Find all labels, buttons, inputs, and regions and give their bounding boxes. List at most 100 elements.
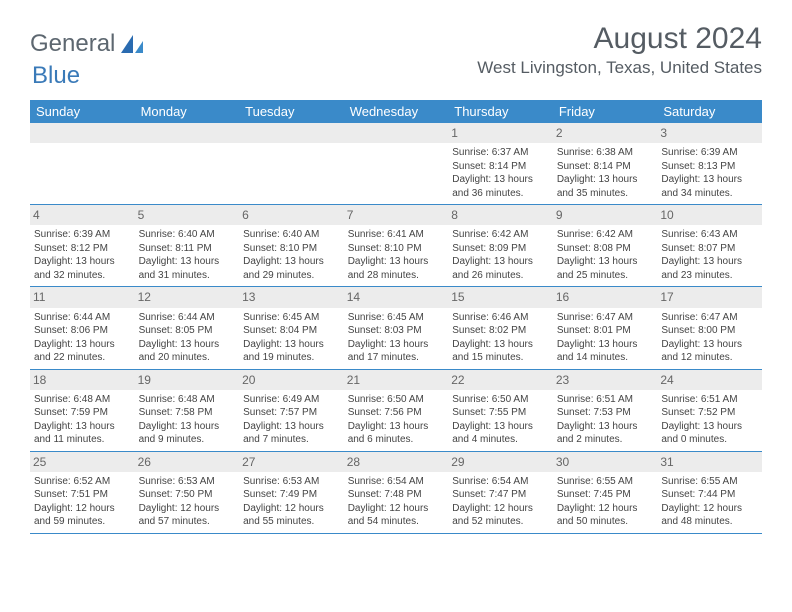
calendar-day-cell: 23 Sunrise: 6:51 AMSunset: 7:53 PMDayligh…	[553, 369, 658, 451]
day-details: Sunrise: 6:48 AMSunset: 7:58 PMDaylight:…	[139, 393, 236, 447]
day-details: Sunrise: 6:50 AMSunset: 7:55 PMDaylight:…	[452, 393, 549, 447]
calendar-day-cell: 20Sunrise: 6:49 AMSunset: 7:57 PMDayligh…	[239, 369, 344, 451]
logo-text-general: General	[30, 30, 115, 58]
calendar-day-cell: 10 Sunrise: 6:43 AMSunset: 8:07 PMDayligh…	[657, 205, 762, 287]
day-details: Sunrise: 6:44 AMSunset: 8:06 PMDaylight:…	[34, 311, 131, 365]
title-block: August 2024 West Livingston, Texas, Unit…	[477, 24, 762, 78]
calendar-body: 1Sunrise: 6:37 AMSunset: 8:14 PMDaylight…	[30, 123, 762, 533]
day-details: Sunrise: 6:41 AMSunset: 8:10 PMDaylight:…	[348, 228, 445, 282]
day-number: 6	[239, 205, 344, 225]
day-number	[135, 123, 240, 143]
day-number: 5	[135, 205, 240, 225]
day-details: Sunrise: 6:47 AMSunset: 8:01 PMDaylight:…	[557, 311, 654, 365]
day-number: 15	[448, 287, 553, 307]
day-number: 28	[344, 452, 449, 472]
day-number: 23	[553, 370, 658, 390]
day-number: 16	[553, 287, 658, 307]
calendar-week-row: 25Sunrise: 6:52 AMSunset: 7:51 PMDayligh…	[30, 451, 762, 533]
calendar-day-cell: 6 Sunrise: 6:40 AMSunset: 8:10 PMDaylight…	[239, 205, 344, 287]
day-number: 18	[30, 370, 135, 390]
day-details: Sunrise: 6:51 AMSunset: 7:52 PMDaylight:…	[661, 393, 758, 447]
calendar-week-row: 4 Sunrise: 6:39 AMSunset: 8:12 PMDaylight…	[30, 205, 762, 287]
day-number: 26	[135, 452, 240, 472]
day-details: Sunrise: 6:39 AMSunset: 8:12 PMDaylight:…	[34, 228, 131, 282]
day-details: Sunrise: 6:43 AMSunset: 8:07 PMDaylight:…	[661, 228, 758, 282]
calendar-day-cell: 26 Sunrise: 6:53 AMSunset: 7:50 PMDayligh…	[135, 451, 240, 533]
calendar-week-row: 18 Sunrise: 6:48 AMSunset: 7:59 PMDayligh…	[30, 369, 762, 451]
day-details: Sunrise: 6:50 AMSunset: 7:56 PMDaylight:…	[348, 393, 445, 447]
day-details: Sunrise: 6:53 AMSunset: 7:49 PMDaylight:…	[243, 475, 340, 529]
day-number: 1	[448, 123, 553, 143]
day-number: 8	[448, 205, 553, 225]
calendar-day-cell: 16 Sunrise: 6:47 AMSunset: 8:01 PMDayligh…	[553, 287, 658, 369]
day-number: 30	[553, 452, 658, 472]
col-wednesday: Wednesday	[344, 100, 449, 123]
day-details: Sunrise: 6:45 AMSunset: 8:04 PMDaylight:…	[243, 311, 340, 365]
day-number: 14	[344, 287, 449, 307]
calendar-day-cell: 3 Sunrise: 6:39 AMSunset: 8:13 PMDaylight…	[657, 123, 762, 205]
calendar-day-cell	[239, 123, 344, 205]
calendar-day-cell: 30Sunrise: 6:55 AMSunset: 7:45 PMDayligh…	[553, 451, 658, 533]
day-details: Sunrise: 6:49 AMSunset: 7:57 PMDaylight:…	[243, 393, 340, 447]
calendar-day-cell: 17 Sunrise: 6:47 AMSunset: 8:00 PMDayligh…	[657, 287, 762, 369]
calendar-day-cell: 11 Sunrise: 6:44 AMSunset: 8:06 PMDayligh…	[30, 287, 135, 369]
day-details: Sunrise: 6:53 AMSunset: 7:50 PMDaylight:…	[139, 475, 236, 529]
calendar-day-cell: 13Sunrise: 6:45 AMSunset: 8:04 PMDayligh…	[239, 287, 344, 369]
day-details: Sunrise: 6:47 AMSunset: 8:00 PMDaylight:…	[661, 311, 758, 365]
col-friday: Friday	[553, 100, 658, 123]
day-details: Sunrise: 6:40 AMSunset: 8:10 PMDaylight:…	[243, 228, 340, 282]
col-monday: Monday	[135, 100, 240, 123]
day-details: Sunrise: 6:42 AMSunset: 8:09 PMDaylight:…	[452, 228, 549, 282]
calendar-day-cell: 29 Sunrise: 6:54 AMSunset: 7:47 PMDayligh…	[448, 451, 553, 533]
calendar-week-row: 1Sunrise: 6:37 AMSunset: 8:14 PMDaylight…	[30, 123, 762, 205]
calendar-header-row: Sunday Monday Tuesday Wednesday Thursday…	[30, 100, 762, 123]
day-number: 17	[657, 287, 762, 307]
calendar-day-cell: 1Sunrise: 6:37 AMSunset: 8:14 PMDaylight…	[448, 123, 553, 205]
calendar-day-cell: 5 Sunrise: 6:40 AMSunset: 8:11 PMDaylight…	[135, 205, 240, 287]
day-details: Sunrise: 6:51 AMSunset: 7:53 PMDaylight:…	[557, 393, 654, 447]
day-number: 21	[344, 370, 449, 390]
sail-icon	[119, 33, 145, 55]
logo: General	[30, 30, 145, 58]
calendar-day-cell: 2 Sunrise: 6:38 AMSunset: 8:14 PMDaylight…	[553, 123, 658, 205]
calendar-day-cell: 24Sunrise: 6:51 AMSunset: 7:52 PMDayligh…	[657, 369, 762, 451]
calendar-day-cell	[135, 123, 240, 205]
day-number: 19	[135, 370, 240, 390]
calendar-day-cell: 28Sunrise: 6:54 AMSunset: 7:48 PMDayligh…	[344, 451, 449, 533]
calendar-week-row: 11 Sunrise: 6:44 AMSunset: 8:06 PMDayligh…	[30, 287, 762, 369]
calendar-day-cell: 22Sunrise: 6:50 AMSunset: 7:55 PMDayligh…	[448, 369, 553, 451]
calendar-day-cell	[344, 123, 449, 205]
day-number: 12	[135, 287, 240, 307]
day-details: Sunrise: 6:55 AMSunset: 7:44 PMDaylight:…	[661, 475, 758, 529]
calendar-day-cell: 15Sunrise: 6:46 AMSunset: 8:02 PMDayligh…	[448, 287, 553, 369]
day-number: 10	[657, 205, 762, 225]
day-details: Sunrise: 6:39 AMSunset: 8:13 PMDaylight:…	[661, 146, 758, 200]
day-number: 3	[657, 123, 762, 143]
day-number: 2	[553, 123, 658, 143]
calendar-day-cell: 12Sunrise: 6:44 AMSunset: 8:05 PMDayligh…	[135, 287, 240, 369]
day-number	[344, 123, 449, 143]
logo-text-blue: Blue	[32, 62, 80, 89]
day-details: Sunrise: 6:38 AMSunset: 8:14 PMDaylight:…	[557, 146, 654, 200]
calendar-day-cell: 4 Sunrise: 6:39 AMSunset: 8:12 PMDaylight…	[30, 205, 135, 287]
calendar-page: General August 2024 West Livingston, Tex…	[0, 0, 792, 550]
day-details: Sunrise: 6:48 AMSunset: 7:59 PMDaylight:…	[34, 393, 131, 447]
day-number: 29	[448, 452, 553, 472]
day-details: Sunrise: 6:42 AMSunset: 8:08 PMDaylight:…	[557, 228, 654, 282]
calendar-day-cell: 7Sunrise: 6:41 AMSunset: 8:10 PMDaylight…	[344, 205, 449, 287]
day-number: 25	[30, 452, 135, 472]
day-details: Sunrise: 6:54 AMSunset: 7:47 PMDaylight:…	[452, 475, 549, 529]
day-details: Sunrise: 6:40 AMSunset: 8:11 PMDaylight:…	[139, 228, 236, 282]
col-sunday: Sunday	[30, 100, 135, 123]
page-title: August 2024	[477, 24, 762, 54]
day-number: 11	[30, 287, 135, 307]
day-number: 27	[239, 452, 344, 472]
calendar-day-cell: 21 Sunrise: 6:50 AMSunset: 7:56 PMDayligh…	[344, 369, 449, 451]
day-number	[30, 123, 135, 143]
col-tuesday: Tuesday	[239, 100, 344, 123]
day-number: 4	[30, 205, 135, 225]
calendar-day-cell: 31Sunrise: 6:55 AMSunset: 7:44 PMDayligh…	[657, 451, 762, 533]
col-thursday: Thursday	[448, 100, 553, 123]
calendar-day-cell: 8 Sunrise: 6:42 AMSunset: 8:09 PMDaylight…	[448, 205, 553, 287]
calendar-table: Sunday Monday Tuesday Wednesday Thursday…	[30, 100, 762, 534]
